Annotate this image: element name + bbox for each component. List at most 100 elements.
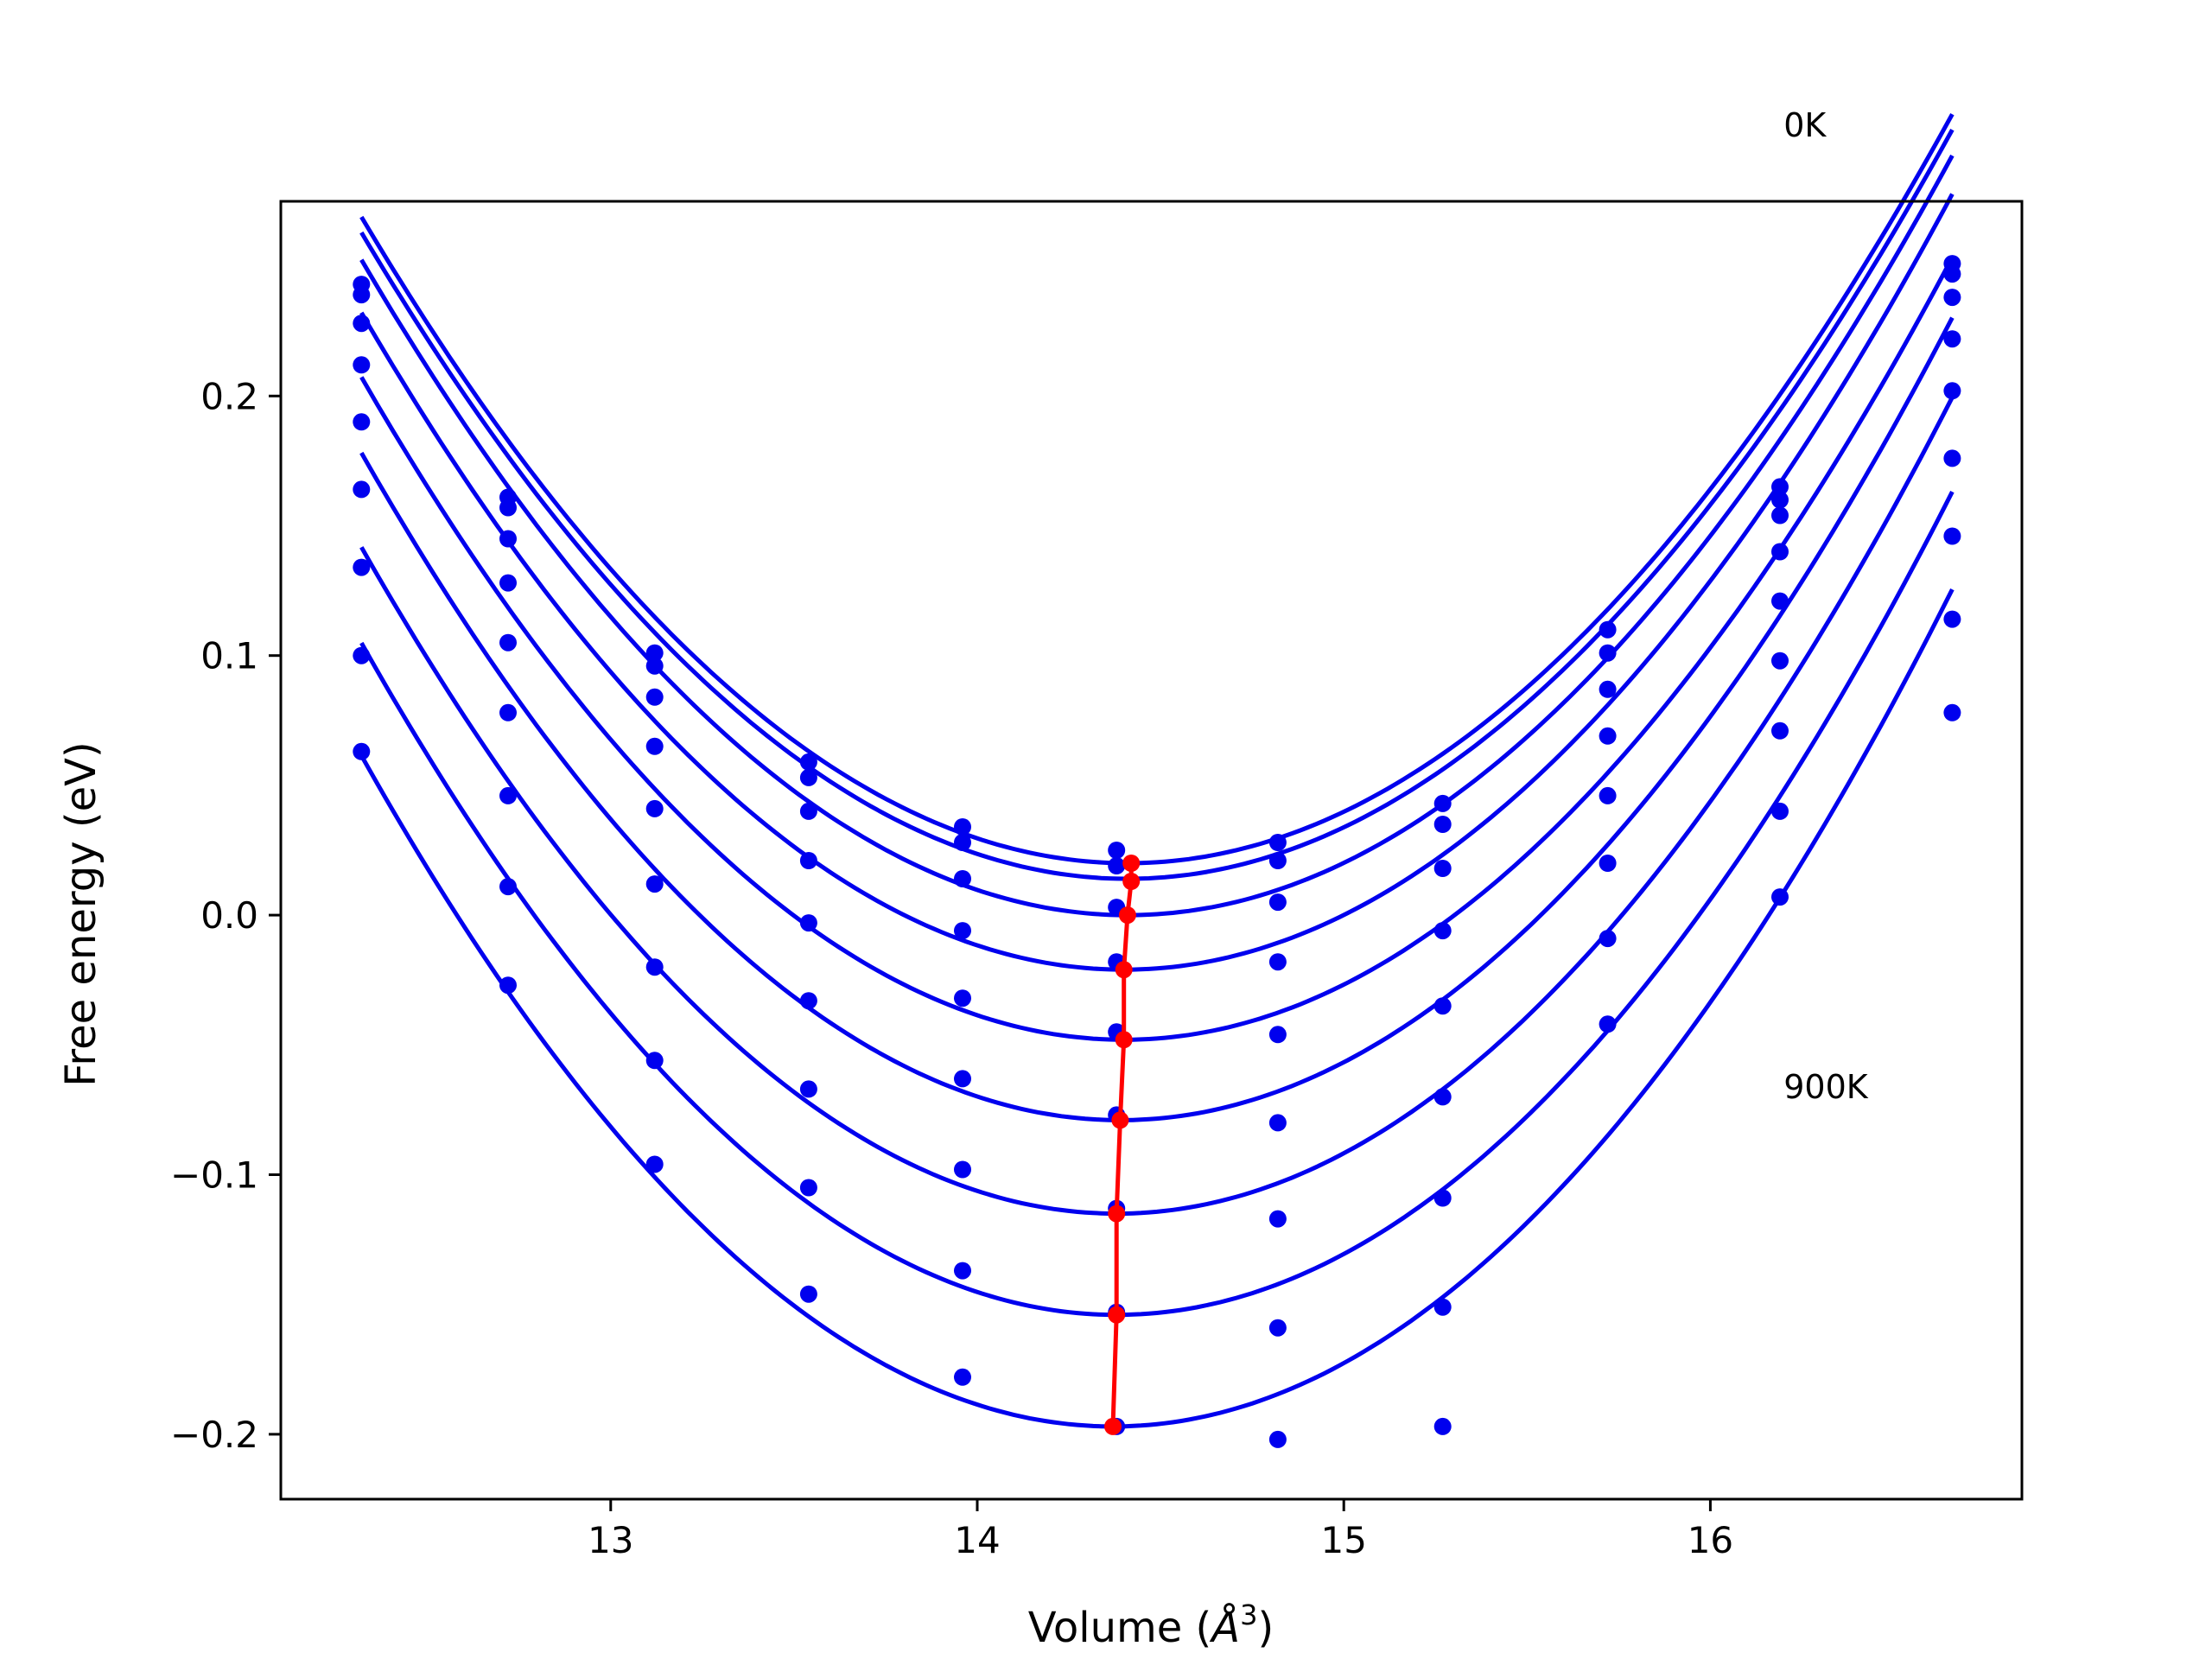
x-axis-label-close: ) bbox=[1257, 1604, 1274, 1652]
data-point bbox=[954, 1368, 971, 1386]
data-point bbox=[1943, 703, 1961, 721]
data-point bbox=[1771, 491, 1789, 509]
y-axis-label: Free energy (eV) bbox=[57, 741, 105, 1086]
x-tick-label: 16 bbox=[1688, 1519, 1733, 1561]
x-axis-label: Volume (Å3) bbox=[1028, 1599, 1274, 1652]
data-point bbox=[1599, 620, 1617, 639]
minimum-point bbox=[1115, 961, 1133, 979]
data-point bbox=[645, 657, 664, 675]
fit-curve-3 bbox=[359, 154, 1955, 918]
data-point bbox=[645, 958, 664, 976]
x-axis-ticks: 13 14 15 16 bbox=[588, 1499, 1733, 1561]
y-tick-label: 0.1 bbox=[200, 635, 258, 677]
data-point bbox=[1771, 802, 1789, 820]
data-point bbox=[1108, 842, 1126, 859]
minimum-point bbox=[1111, 1111, 1129, 1129]
data-point bbox=[353, 646, 371, 664]
data-point bbox=[1433, 1298, 1452, 1316]
fit-curve-8 bbox=[359, 490, 1955, 1318]
minimum-point bbox=[1108, 1306, 1126, 1324]
data-point bbox=[1268, 852, 1287, 869]
data-point bbox=[353, 413, 371, 431]
data-point bbox=[1771, 888, 1789, 906]
y-tick-label: −0.1 bbox=[170, 1154, 258, 1197]
y-tick-label: −0.2 bbox=[170, 1414, 258, 1456]
data-point bbox=[954, 1160, 971, 1179]
data-point bbox=[799, 852, 817, 869]
minimum-point bbox=[1122, 855, 1141, 872]
data-point bbox=[799, 768, 817, 786]
data-point bbox=[799, 1179, 817, 1197]
minimum-point bbox=[1115, 1031, 1133, 1049]
data-point bbox=[1771, 721, 1789, 740]
data-point bbox=[1268, 834, 1287, 851]
data-point bbox=[1108, 857, 1126, 874]
data-point bbox=[645, 1155, 664, 1173]
annotation-1: 0K bbox=[1783, 106, 1827, 144]
data-point bbox=[1771, 543, 1789, 561]
data-point bbox=[353, 480, 371, 499]
data-point bbox=[799, 753, 817, 771]
data-point bbox=[1943, 265, 1961, 283]
data-point bbox=[1771, 592, 1789, 610]
data-point bbox=[499, 878, 517, 896]
data-point bbox=[499, 703, 517, 721]
data-point bbox=[499, 499, 517, 517]
data-point bbox=[799, 914, 817, 932]
data-point bbox=[353, 356, 371, 374]
data-point bbox=[645, 1052, 664, 1070]
minimum-point bbox=[1108, 1205, 1126, 1223]
data-point bbox=[1433, 794, 1452, 812]
data-point bbox=[1943, 527, 1961, 545]
data-point bbox=[353, 742, 371, 760]
annotations: 0K 900K bbox=[1783, 106, 1869, 1106]
data-point bbox=[1268, 1319, 1287, 1337]
y-tick-label: 0.0 bbox=[200, 894, 258, 937]
fit-curve-9 bbox=[359, 588, 1955, 1429]
data-point bbox=[1771, 652, 1789, 670]
x-axis-label-sup: 3 bbox=[1240, 1599, 1257, 1631]
fit-curve-5 bbox=[359, 256, 1955, 1042]
data-point bbox=[499, 574, 517, 592]
fit-curve-4 bbox=[359, 193, 1955, 972]
data-point bbox=[1433, 1189, 1452, 1207]
minimum-point bbox=[1104, 1417, 1122, 1435]
data-point bbox=[645, 875, 664, 893]
data-point bbox=[799, 802, 817, 820]
minimum-point bbox=[1122, 873, 1141, 890]
data-point bbox=[1599, 644, 1617, 662]
data-point bbox=[954, 1070, 971, 1088]
data-point bbox=[1943, 289, 1961, 307]
minimum-line bbox=[1104, 855, 1141, 1435]
fit-curve-6 bbox=[359, 316, 1955, 1122]
annotation-2: 900K bbox=[1783, 1068, 1869, 1106]
data-point bbox=[1268, 1114, 1287, 1132]
data-point bbox=[1433, 1088, 1452, 1106]
data-point bbox=[799, 1080, 817, 1098]
data-point bbox=[1268, 1210, 1287, 1228]
data-point bbox=[499, 633, 517, 652]
data-point bbox=[1268, 953, 1287, 971]
data-point bbox=[1943, 610, 1961, 628]
data-point bbox=[499, 786, 517, 804]
data-point bbox=[1433, 922, 1452, 940]
data-point bbox=[1599, 855, 1617, 872]
data-point bbox=[1433, 816, 1452, 833]
x-tick-label: 15 bbox=[1320, 1519, 1366, 1561]
data-point bbox=[1599, 930, 1617, 948]
fit-curve-2 bbox=[359, 128, 1955, 881]
plot-frame bbox=[279, 200, 2024, 1501]
data-point bbox=[1599, 1015, 1617, 1033]
data-point bbox=[1433, 1417, 1452, 1435]
data-point bbox=[1433, 997, 1452, 1015]
data-point bbox=[1268, 1430, 1287, 1448]
y-tick-label: 0.2 bbox=[200, 375, 258, 417]
data-point bbox=[645, 737, 664, 755]
data-point bbox=[645, 799, 664, 817]
data-point bbox=[1771, 506, 1789, 524]
x-axis-label-unit: Å bbox=[1209, 1603, 1240, 1652]
data-point bbox=[1943, 449, 1961, 467]
data-point bbox=[645, 688, 664, 706]
